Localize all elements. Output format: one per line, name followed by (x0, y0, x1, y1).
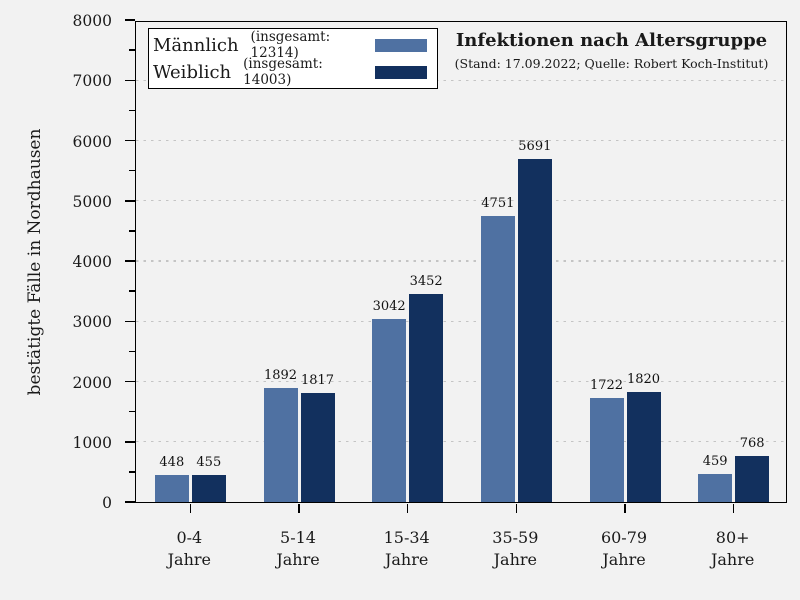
title-block: Infektionen nach Altersgruppe (Stand: 17… (439, 30, 784, 71)
y-major-tick (124, 441, 135, 443)
y-tick-label: 7000 (72, 72, 112, 91)
bar-value-label: 459 (702, 454, 728, 470)
chart-subtitle: (Stand: 17.09.2022; Quelle: Robert Koch-… (454, 56, 769, 71)
y-tick-label: 2000 (72, 373, 112, 392)
bar-weiblich (735, 455, 770, 502)
y-minor-tick (128, 410, 135, 413)
y-minor-tick (128, 230, 135, 232)
bar-weiblich (409, 294, 444, 502)
plot-area: 448 455 1892 1817 3042 3452 4751 5691 1722 1820 45… (124, 19, 787, 513)
legend-sublabel-weiblich: (insgesamt: 14003) (243, 56, 323, 88)
y-major-tick (124, 200, 135, 202)
chart-title: Infektionen nach Altersgruppe (455, 30, 768, 51)
category-range: 15-34 (383, 528, 430, 547)
category-range: 60-79 (600, 528, 648, 547)
y-major-tick (124, 19, 135, 21)
category-unit: Jahre (710, 550, 755, 569)
grid-line (136, 320, 786, 322)
bar-value-label: 455 (196, 454, 222, 470)
category-unit: Jahre (276, 550, 320, 569)
y-tick-label: 3000 (72, 313, 112, 332)
y-major-tick (124, 79, 135, 81)
bar-value-label: 768 (739, 435, 765, 451)
bar-maennlich (589, 398, 624, 502)
y-minor-tick (128, 109, 135, 112)
bar-value-label: 5691 (518, 139, 552, 155)
bar-value-label: 1820 (626, 372, 661, 388)
grid-line (136, 260, 786, 262)
bar-weiblich (300, 392, 335, 502)
x-tick (732, 503, 735, 513)
legend-entry-maennlich: Männlich (insgesamt: 12314) (153, 29, 427, 61)
y-major-tick (124, 320, 135, 322)
y-major-tick (124, 380, 135, 383)
legend-sublabel-maennlich: (insgesamt: 12314) (250, 29, 331, 61)
bar-value-label: 4751 (481, 195, 515, 211)
category-label: 0-4 Jahre (135, 527, 243, 571)
grid-line (136, 380, 786, 383)
bar-weiblich (626, 392, 661, 502)
legend-entry-weiblich: Weiblich (insgesamt: 14003) (153, 56, 427, 88)
bar-maennlich (698, 474, 733, 502)
y-tick-label: 4000 (72, 253, 112, 271)
grid-line (136, 441, 786, 443)
bar-value-label: 1892 (263, 368, 298, 384)
category-label: 5-14 Jahre (244, 527, 352, 571)
bar-weiblich (517, 159, 552, 502)
y-minor-tick (128, 169, 135, 172)
grid-line (136, 139, 786, 142)
category-label: 80+ Jahre (679, 527, 787, 571)
grid-line (136, 79, 786, 81)
bar-maennlich (263, 388, 298, 502)
y-minor-tick (128, 49, 135, 51)
bar-weiblich (191, 474, 226, 502)
y-major-tick (124, 260, 135, 262)
category-label: 15-34 Jahre (353, 527, 461, 571)
y-tick-label: 6000 (72, 132, 112, 151)
y-tick-label: 8000 (72, 12, 112, 30)
bar-value-label: 3042 (372, 298, 406, 314)
x-tick (515, 503, 518, 513)
category-range: 80+ (715, 528, 750, 547)
y-minor-tick (128, 471, 135, 473)
y-minor-tick (128, 350, 135, 353)
category-unit: Jahre (384, 550, 429, 569)
category-unit: Jahre (493, 550, 538, 569)
legend-label-weiblich: Weiblich (153, 61, 232, 83)
grid-line (136, 200, 786, 202)
x-tick (189, 503, 192, 513)
y-tick-label: 1000 (72, 433, 112, 452)
bar-maennlich (372, 318, 407, 502)
x-tick (624, 503, 626, 513)
bar-value-label: 448 (159, 455, 185, 471)
category-label: 60-79 Jahre (570, 527, 678, 571)
y-major-tick (124, 139, 135, 142)
y-tick-label: 0 (102, 494, 112, 512)
legend-swatch-maennlich (375, 38, 427, 52)
y-major-tick (124, 501, 135, 503)
category-range: 35-59 (492, 528, 539, 547)
category-range: 5-14 (280, 528, 316, 547)
bar-value-label: 3452 (409, 274, 443, 290)
bar-value-label: 1817 (300, 372, 335, 388)
legend-label-maennlich: Männlich (153, 34, 239, 56)
category-unit: Jahre (602, 550, 646, 569)
bar-value-label: 1722 (589, 378, 624, 394)
bar-maennlich (480, 215, 515, 502)
legend-swatch-weiblich (375, 65, 427, 79)
bar-maennlich (154, 475, 189, 502)
category-label: 35-59 Jahre (461, 527, 569, 571)
x-tick (298, 503, 300, 513)
category-range: 0-4 (176, 528, 203, 547)
category-unit: Jahre (167, 550, 212, 569)
x-tick (406, 503, 409, 513)
y-minor-tick (128, 290, 135, 292)
legend: Männlich (insgesamt: 12314) Weiblich (in… (148, 28, 438, 89)
y-tick-label: 5000 (72, 192, 112, 211)
